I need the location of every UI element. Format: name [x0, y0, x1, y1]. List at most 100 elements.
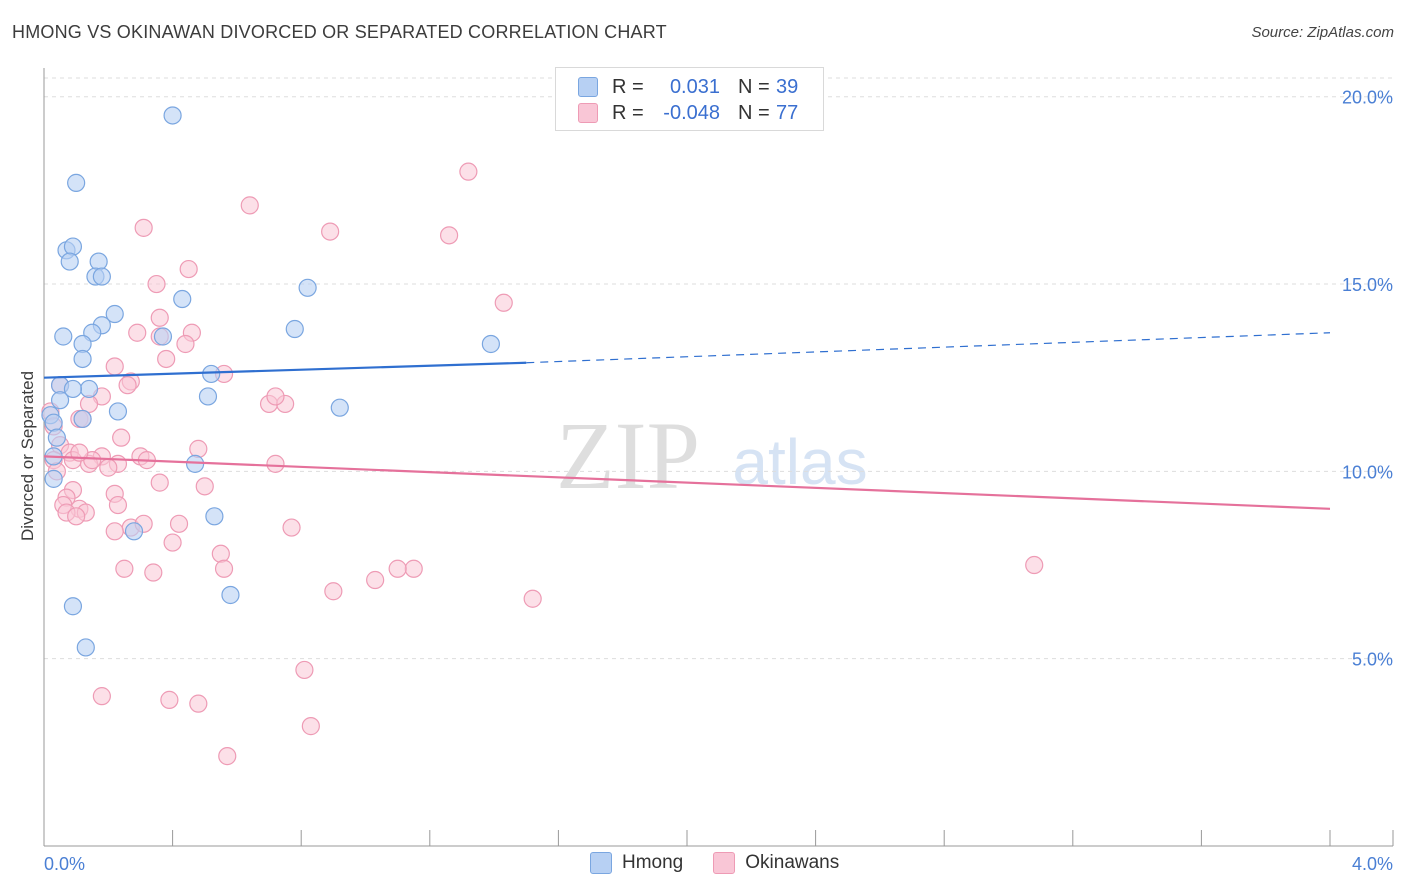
- hmong-point: [47, 428, 66, 447]
- hmong-point: [76, 638, 95, 657]
- hmong-point: [63, 379, 83, 399]
- legend-r-value: -0.048: [663, 101, 720, 124]
- hmong-point: [73, 409, 92, 429]
- okinawan-point: [266, 454, 285, 473]
- legend-item-okinawans: Okinawans: [713, 852, 839, 874]
- okinawan-point: [1025, 555, 1044, 575]
- hmong-point: [73, 349, 92, 369]
- okinawan-point: [321, 222, 340, 241]
- trend-lines: [43, 332, 1331, 510]
- x-tick-label: 0.0%: [44, 854, 85, 874]
- okinawan-point: [189, 439, 208, 458]
- hmong-point: [202, 364, 221, 384]
- okinawan-point: [282, 518, 301, 537]
- hmong-point: [285, 319, 304, 339]
- okinawan-point: [105, 522, 124, 541]
- legend-n-label: N =: [738, 75, 770, 98]
- okinawan-point: [150, 308, 169, 327]
- legend-row-okinawan: R = -0.048 N = 77: [578, 101, 798, 125]
- hmong-point: [481, 334, 500, 354]
- hmong-point: [153, 327, 173, 346]
- hmong-point: [89, 252, 108, 271]
- okinawan-point: [157, 349, 176, 369]
- legend-r-label: R =: [612, 75, 644, 98]
- watermark-zip: ZIP: [556, 402, 700, 509]
- okinawan-point: [404, 559, 423, 578]
- hmong-point: [92, 267, 111, 286]
- x-tick-labels: 0.0% 4.0%: [44, 854, 1393, 874]
- okinawan-point: [189, 694, 208, 713]
- hmong-point: [108, 402, 128, 421]
- okinawan-point: [163, 533, 182, 552]
- okinawan-point: [144, 563, 163, 582]
- okinawan-swatch: [713, 852, 736, 874]
- hmong-point: [67, 173, 86, 192]
- okinawan-point: [295, 660, 314, 680]
- hmong-points: [41, 106, 500, 657]
- legend-okinawans-label: Okinawans: [745, 852, 840, 873]
- okinawan-point: [179, 259, 198, 279]
- hmong-point: [79, 379, 99, 399]
- okinawan-point: [92, 687, 111, 706]
- watermark: ZIP atlas: [556, 402, 868, 509]
- hmong-point: [44, 469, 63, 488]
- okinawan-point: [523, 589, 542, 608]
- okinawan-point: [494, 293, 513, 312]
- okinawan-point: [211, 544, 230, 563]
- hmong-point: [198, 387, 218, 406]
- okinawan-point: [99, 458, 118, 477]
- axes: [43, 68, 1393, 847]
- y-tick-label: 5.0%: [1352, 650, 1393, 670]
- hmong-trend-line: [43, 361, 527, 379]
- y-tick-label: 10.0%: [1342, 462, 1393, 482]
- okinawan-point: [195, 477, 214, 496]
- okinawan-point: [147, 274, 166, 294]
- okinawan-point: [108, 495, 128, 515]
- okinawan-point: [169, 514, 189, 533]
- x-ticks: [43, 830, 1394, 846]
- legend-n-label: N =: [738, 101, 770, 124]
- okinawan-point: [150, 473, 169, 492]
- series-legend: Hmong Okinawans: [590, 852, 869, 874]
- hmong-point: [54, 327, 73, 346]
- okinawan-point: [134, 218, 153, 237]
- hmong-point: [63, 237, 83, 256]
- hmong-point: [63, 597, 83, 616]
- hmong-point: [298, 278, 317, 297]
- chart-title: HMONG VS OKINAWAN DIVORCED OR SEPARATED …: [12, 22, 667, 42]
- okinawan-point: [388, 559, 407, 578]
- okinawan-swatch: [578, 103, 598, 123]
- okinawan-point: [366, 570, 385, 590]
- hmong-point: [330, 398, 349, 417]
- hmong-point: [173, 289, 192, 309]
- y-tick-label: 15.0%: [1342, 275, 1393, 295]
- okinawan-point: [439, 226, 459, 245]
- legend-r-label: R =: [612, 101, 644, 124]
- legend-hmong-label: Hmong: [622, 852, 684, 873]
- legend-n-value: 39: [776, 75, 799, 98]
- okinawan-point: [160, 690, 179, 709]
- okinawan-point: [266, 387, 285, 406]
- legend-r-value: 0.031: [669, 75, 720, 98]
- hmong-trend-extension: [526, 332, 1331, 364]
- source-credit: Source: ZipAtlas.com: [1251, 24, 1394, 41]
- hmong-point: [105, 304, 124, 324]
- okinawan-point: [240, 196, 259, 215]
- okinawan-point: [115, 559, 134, 578]
- okinawan-point: [459, 162, 478, 181]
- okinawan-point: [67, 507, 86, 526]
- okinawan-point: [301, 717, 320, 736]
- y-tick-label: 20.0%: [1342, 88, 1393, 108]
- hmong-point: [124, 522, 144, 541]
- legend-row-hmong: R = 0.031 N = 39: [578, 75, 798, 99]
- okinawan-trend-line: [43, 455, 1331, 510]
- okinawan-point: [112, 428, 131, 447]
- okinawan-point: [128, 323, 147, 342]
- stats-legend: R = 0.031 N = 39 R = -0.048 N = 77: [555, 67, 824, 131]
- hmong-point: [221, 585, 240, 605]
- hmong-point: [163, 106, 182, 125]
- hmong-point: [60, 252, 79, 271]
- legend-item-hmong: Hmong: [590, 852, 683, 874]
- hmong-point: [50, 391, 70, 410]
